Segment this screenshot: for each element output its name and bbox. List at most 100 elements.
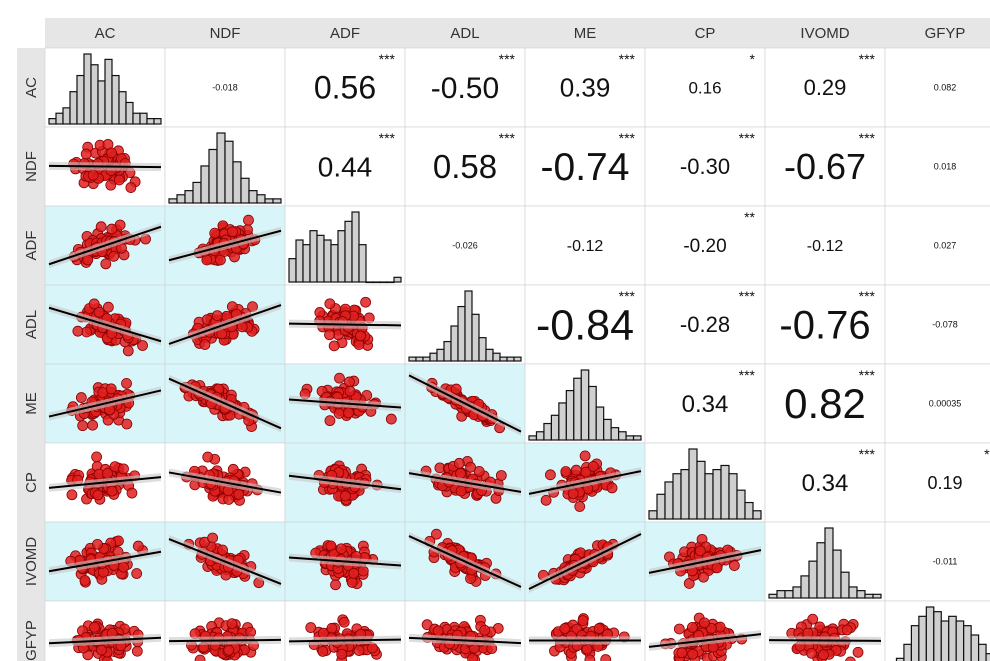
panel-ac-gfyp: 0.082 [884, 47, 990, 128]
correlation-value: 0.19 [927, 473, 962, 493]
scatter-point [455, 485, 467, 497]
histogram-bar [955, 620, 965, 661]
scatter-point [333, 408, 345, 419]
trend-line [648, 549, 762, 574]
panel-ac-ivomd: 0.29 *** [764, 47, 886, 128]
scatter-point [340, 490, 351, 502]
column-label-cp: CP [695, 25, 716, 42]
histogram-bar [543, 422, 553, 441]
scatter-point [676, 647, 688, 659]
panel-ndf-me: -0.74*** [524, 126, 646, 207]
scatter-point [106, 147, 117, 159]
histogram-bar [232, 161, 242, 204]
panel-adf-ndf [164, 205, 286, 286]
histogram-bar [720, 464, 730, 520]
correlation-value: 0.82 [784, 380, 866, 427]
side-strip-background [17, 48, 45, 661]
histogram-bar [499, 356, 508, 362]
scatter-point [841, 624, 853, 636]
correlation-value: 0.58 [433, 148, 497, 185]
scatter-point [450, 383, 462, 395]
scatter-point [455, 468, 466, 480]
histogram-bar [316, 234, 325, 283]
panel-me-adl [404, 363, 526, 444]
histogram-bar [240, 177, 250, 204]
histogram-bar [358, 244, 367, 283]
scatter-point [579, 450, 591, 462]
scatter-point [194, 654, 206, 661]
panel-ivomd-cp [644, 521, 766, 602]
panel-ivomd-ac [44, 521, 166, 602]
scatter-point [102, 301, 114, 313]
histogram-bar [696, 460, 706, 520]
histogram-bar [712, 468, 722, 520]
row-label-cp: CP [23, 472, 40, 493]
panel-adl-ac [44, 284, 166, 365]
histogram-bar [664, 481, 674, 520]
scatter-point [126, 487, 138, 499]
histogram-bar [680, 468, 690, 520]
panel-background [524, 47, 646, 128]
trend-line [288, 556, 402, 567]
correlation-value: -0.026 [452, 241, 478, 251]
scatter-point [330, 579, 341, 591]
scatter-point [593, 623, 605, 634]
column-label-adl: ADL [450, 25, 479, 42]
scatter-point [687, 621, 698, 633]
panel-gfyp-ndf [164, 600, 286, 661]
panel-adf-cp: -0.20 ** [644, 205, 766, 286]
histogram-bar [963, 625, 972, 661]
scatter-point [122, 345, 134, 357]
scatter-point [355, 330, 366, 342]
scatter-point [584, 654, 596, 661]
panel-me-gfyp: 0.00035 [884, 363, 990, 444]
trend-line [288, 322, 402, 327]
histogram-bar [393, 276, 402, 283]
panel-background [764, 284, 886, 365]
histogram-bar [595, 406, 605, 441]
panel-background [884, 284, 990, 365]
panel-adf-gfyp: 0.027 [884, 205, 990, 286]
scatter-point [728, 560, 740, 571]
scatter-point [79, 575, 91, 586]
column-label-me: ME [574, 25, 597, 42]
correlation-value: 0.39 [560, 73, 611, 103]
histogram-bar [264, 198, 274, 204]
correlation-value: 0.56 [314, 70, 376, 106]
row-label-adf: ADF [23, 231, 40, 261]
correlation-value: -0.011 [933, 557, 958, 567]
trend-line [48, 476, 162, 489]
scatter-point [344, 385, 356, 397]
panel-adf-adl: -0.026 [404, 205, 526, 286]
scatter-point [698, 617, 710, 629]
histogram-bar [288, 258, 297, 283]
trend-line [168, 229, 282, 262]
scatter-point [852, 646, 864, 658]
panel-background [884, 47, 990, 128]
scatter-point [343, 407, 354, 419]
histogram-bar [485, 348, 494, 362]
scatter-point [98, 566, 109, 578]
significance-stars: *** [739, 130, 756, 146]
histogram-bar [386, 281, 395, 284]
scatter-point [698, 571, 709, 583]
panel-me-cp: 0.34 *** [644, 363, 766, 444]
histogram-bar [617, 431, 627, 441]
significance-stars: *** [499, 130, 516, 146]
histogram-bar [588, 385, 597, 441]
histogram-bar [104, 58, 113, 125]
trend-line [408, 472, 522, 493]
scatter-point [453, 457, 465, 469]
histogram-bar [337, 230, 346, 283]
histogram-bar [910, 625, 920, 661]
trend-line [648, 633, 762, 648]
panel-background [764, 47, 886, 128]
scatter-point [202, 451, 214, 463]
histogram-bar [365, 281, 374, 284]
correlation-value: 0.00035 [929, 399, 962, 409]
histogram-bar [83, 53, 92, 125]
column-label-ndf: NDF [210, 25, 241, 42]
correlation-value: -0.76 [779, 304, 870, 348]
scatter-point [845, 656, 856, 661]
scatter-point [100, 258, 112, 270]
